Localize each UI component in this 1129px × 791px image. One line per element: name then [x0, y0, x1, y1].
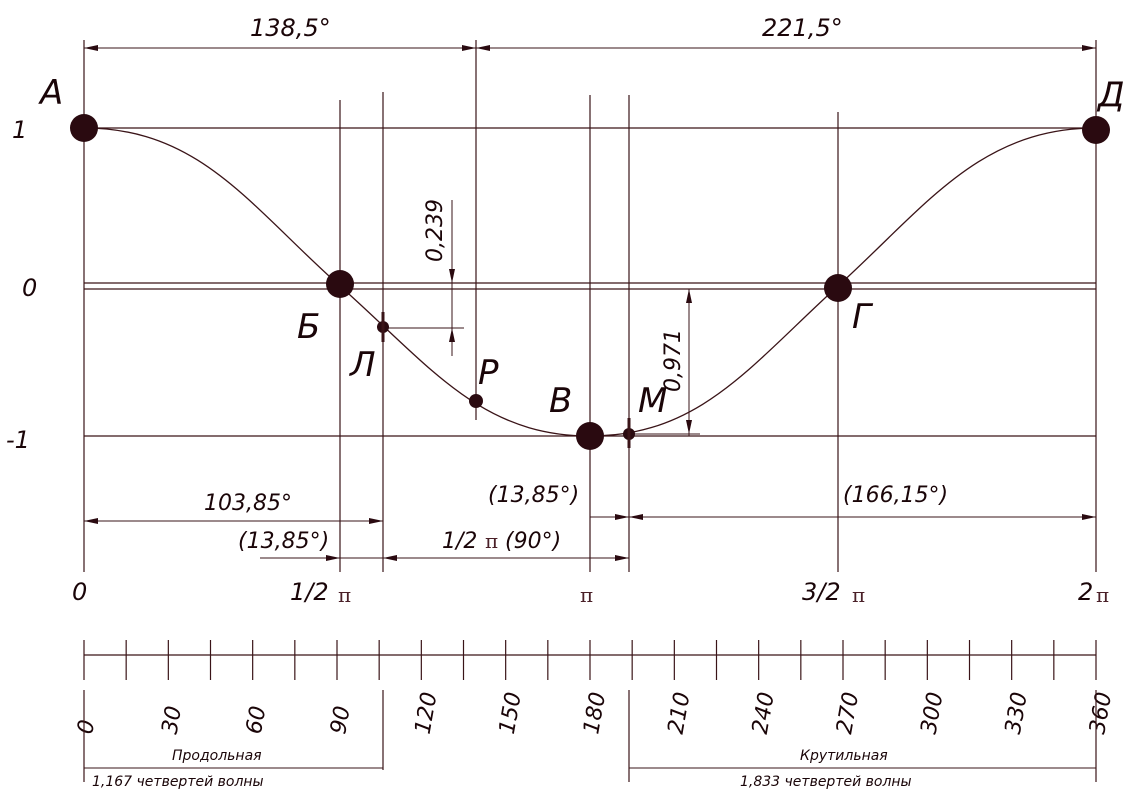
arrow-top-left [84, 45, 98, 51]
y-label-1: 1 [12, 116, 27, 144]
label-v: В [549, 381, 572, 421]
scale-label: 210 [664, 690, 696, 736]
dim-0239-label: 0,239 [423, 199, 448, 262]
arrow-0971-top [686, 289, 692, 303]
scale-label: 360 [1085, 690, 1117, 736]
label-d: Д [1096, 75, 1125, 115]
point-g-dot [824, 274, 852, 302]
label-l: Л [348, 345, 376, 385]
label-r: Р [478, 353, 499, 393]
arrow-16615-r [1082, 514, 1096, 520]
arrow-10385-r [369, 518, 383, 524]
dim-0971-label: 0,971 [661, 329, 686, 392]
arrow-1385b [615, 514, 629, 520]
dim-v-sub-label: (13,85°) [488, 483, 579, 508]
label-m: М [638, 381, 667, 421]
point-d-dot [1082, 116, 1110, 144]
arrow-0239-top [449, 269, 455, 283]
arrow-top-mid-l [462, 45, 476, 51]
dim-10385-label: 103,85° [204, 491, 292, 516]
x-label-half: 1/2 [290, 578, 329, 606]
legend-left-sub: 1,167 четвертей волны [92, 774, 264, 790]
x-label-half-pi: π [338, 583, 351, 607]
arrow-1385-l [326, 555, 340, 561]
scale-label: 60 [242, 704, 271, 736]
arrow-10385-l [84, 518, 98, 524]
point-r-dot [469, 394, 483, 408]
x-label-2: 2 [1078, 578, 1093, 606]
x-label-3half-pi: π [852, 583, 865, 607]
arrow-top-mid-r [476, 45, 490, 51]
legend-left-title: Продольная [172, 748, 262, 764]
dim-quarter-prefix: 1/2 [442, 529, 477, 554]
scale-label: 270 [832, 690, 864, 736]
scale-label: 180 [579, 690, 611, 736]
arrow-16615-l [629, 514, 643, 520]
label-b: Б [297, 307, 320, 347]
scale-label: 150 [495, 690, 527, 736]
scale-label: 120 [411, 690, 443, 736]
x-label-3half: 3/2 [802, 578, 841, 606]
scale-labels: 0 30 60 90 120 150 180 210 240 270 300 330 360 [73, 690, 1117, 736]
arrow-top-right [1082, 45, 1096, 51]
scale-label: 0 [73, 718, 100, 736]
point-v-dot [576, 422, 604, 450]
dim-top-right-label: 221,5° [762, 14, 843, 42]
arrow-quarter-r [615, 555, 629, 561]
legend-right-title: Крутильная [800, 748, 888, 764]
dim-top-left-label: 138,5° [250, 14, 331, 42]
x-label-2-pi: π [1096, 583, 1109, 607]
y-label-0: 0 [22, 274, 37, 302]
legend-right-sub: 1,833 четвертей волны [740, 774, 912, 790]
x-label-pi: π [580, 583, 593, 607]
scale-label: 300 [917, 690, 949, 736]
x-label-0: 0 [72, 578, 87, 606]
label-a: А [38, 73, 63, 113]
point-b-dot [326, 270, 354, 298]
arrow-0971-bot [686, 420, 692, 434]
y-label-minus1: -1 [6, 426, 30, 454]
dim-quarter-suffix: (90°) [505, 529, 561, 554]
scale-label: 90 [326, 704, 355, 736]
dim-left-sub-label: (13,85°) [238, 529, 329, 554]
scale-ticks [83, 640, 1097, 680]
dim-quarter-pi: π [485, 529, 498, 553]
arrow-0239-bot [449, 328, 455, 342]
scale-label: 330 [1001, 690, 1033, 736]
dim-16615-label: (166,15°) [843, 483, 948, 508]
arrow-quarter-l [383, 555, 397, 561]
scale-label: 30 [158, 704, 187, 736]
point-a-dot [70, 114, 98, 142]
label-g: Г [852, 297, 874, 337]
scale-label: 240 [748, 690, 780, 736]
